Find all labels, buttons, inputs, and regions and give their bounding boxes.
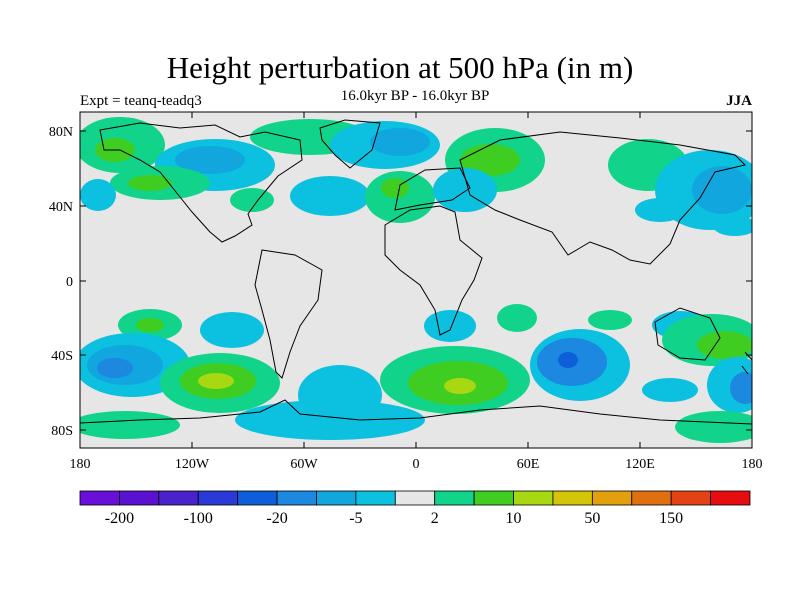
anomaly-cell xyxy=(128,175,172,191)
anomaly-cell xyxy=(713,216,752,236)
lon-labels: 180 120W 60W 0 60E 120E 180 xyxy=(70,457,763,472)
colorbar-swatch xyxy=(552,490,593,506)
season-label: JJA xyxy=(726,93,752,109)
colorbar-label: -5 xyxy=(349,510,362,527)
colorbar-swatch xyxy=(79,490,120,506)
anomaly-cell xyxy=(97,358,133,378)
anomaly-cell xyxy=(558,352,578,368)
lon-tick-label: 60E xyxy=(517,457,540,472)
lon-tick-label: 180 xyxy=(70,457,91,472)
colorbar-swatch xyxy=(237,490,278,506)
colorbar xyxy=(79,490,751,506)
anomaly-field xyxy=(80,117,752,443)
lat-tick-label: 0 xyxy=(66,275,73,290)
colorbar-label: -100 xyxy=(184,510,213,527)
anomaly-cell xyxy=(175,146,245,174)
colorbar-label: 10 xyxy=(506,510,522,527)
anomaly-cell xyxy=(290,176,370,216)
anomaly-cell xyxy=(697,331,752,359)
colorbar-swatch xyxy=(434,490,475,506)
colorbar-swatch xyxy=(276,490,317,506)
lat-tick-label: 40S xyxy=(51,349,73,364)
lat-tick-label: 40N xyxy=(49,200,73,215)
anomaly-cell xyxy=(635,198,685,222)
anomaly-cell xyxy=(80,179,116,211)
colorbar-label: -200 xyxy=(105,510,134,527)
colorbar-swatch xyxy=(710,490,751,506)
colorbar-label: 50 xyxy=(584,510,600,527)
colorbar-label: -20 xyxy=(266,510,287,527)
anomaly-cell xyxy=(642,378,698,402)
anomaly-cell xyxy=(198,373,234,389)
anomaly-cell xyxy=(588,310,632,330)
anomaly-cell xyxy=(370,128,430,156)
lon-tick-label: 120E xyxy=(625,457,655,472)
lon-tick-label: 0 xyxy=(413,457,420,472)
anomaly-cell xyxy=(80,411,180,439)
anomaly-cell xyxy=(200,312,264,348)
anomaly-cell xyxy=(675,411,752,443)
colorbar-swatch xyxy=(591,490,633,506)
colorbar-swatch xyxy=(670,490,711,506)
colorbar-swatch xyxy=(119,490,160,506)
colorbar-swatch xyxy=(631,490,672,506)
map-title: Height perturbation at 500 hPa (in m) xyxy=(166,50,634,85)
period-label: 16.0kyr BP - 16.0kyr BP xyxy=(340,88,490,104)
anomaly-cell xyxy=(730,372,752,404)
anomaly-cell xyxy=(136,318,164,332)
colorbar-swatch xyxy=(513,490,554,506)
colorbar-labels: -200 -100 -20 -5 2 10 50 150 xyxy=(105,510,683,527)
lon-tick-label: 120W xyxy=(175,457,210,472)
lat-labels: 80N 40N 0 40S 80S xyxy=(49,125,73,439)
colorbar-swatch xyxy=(158,490,199,506)
colorbar-swatch xyxy=(316,490,357,506)
colorbar-swatch xyxy=(394,490,436,506)
lon-tick-label: 180 xyxy=(742,457,763,472)
anomaly-cell xyxy=(444,378,476,394)
lon-tick-label: 60W xyxy=(290,457,318,472)
colorbar-label: 150 xyxy=(659,510,683,527)
colorbar-swatch xyxy=(197,490,239,506)
anomaly-cell xyxy=(424,310,476,342)
coastlines xyxy=(80,119,752,425)
lat-tick-label: 80S xyxy=(51,424,73,439)
colorbar-label: 2 xyxy=(431,510,439,527)
colorbar-swatch xyxy=(473,490,514,506)
experiment-label: Expt = teanq-teadq3 xyxy=(80,93,202,109)
anomaly-cell xyxy=(497,304,537,332)
anomaly-cell xyxy=(692,166,752,214)
axis-ticks xyxy=(80,112,752,448)
lat-tick-label: 80N xyxy=(49,125,73,140)
anomaly-cell xyxy=(381,178,409,198)
anomaly-cell xyxy=(433,168,497,212)
anomaly-cell xyxy=(235,400,425,440)
colorbar-swatch xyxy=(355,490,396,506)
